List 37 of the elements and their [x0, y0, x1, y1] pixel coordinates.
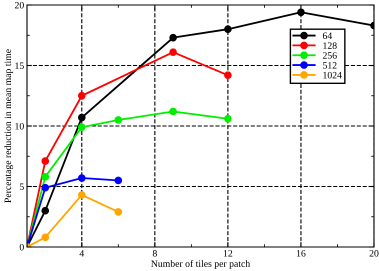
point [41, 157, 50, 165]
point [224, 25, 232, 34]
x-tick-label: 16 [296, 250, 306, 257]
point [78, 174, 86, 182]
point [41, 173, 50, 181]
point [78, 92, 86, 100]
point [78, 123, 86, 132]
point [41, 184, 50, 192]
y-tick-label: 10 [15, 122, 24, 130]
legend-label: 256 [322, 52, 337, 59]
point [169, 108, 177, 116]
x-axis-title: Number of tiles per patch [151, 260, 250, 269]
x-tick-label: 12 [224, 250, 232, 257]
point [41, 234, 50, 242]
point [169, 34, 177, 42]
point [41, 206, 50, 215]
point [224, 71, 232, 79]
legend-label: 128 [323, 42, 337, 49]
point [114, 116, 122, 124]
legend-label: 64 [322, 32, 332, 40]
y-tick-label: 0 [20, 244, 24, 250]
y-tick-label: 15 [15, 62, 24, 69]
y-axis-title: Percentage reduction in mean map time [4, 49, 14, 203]
y-tick-label: 20 [14, 2, 24, 8]
point [114, 208, 122, 216]
legend-label: 1024 [323, 72, 342, 78]
point [78, 114, 86, 122]
legend-label: 512 [323, 62, 337, 69]
point [114, 176, 122, 184]
point [224, 114, 232, 123]
x-tick-label: 20 [370, 250, 378, 257]
point [297, 8, 305, 16]
x-tick-label: 8 [152, 250, 157, 257]
x-tick-label: 4 [80, 250, 84, 257]
y-tick-label: 5 [20, 184, 24, 190]
point [78, 191, 86, 199]
point [169, 48, 177, 56]
